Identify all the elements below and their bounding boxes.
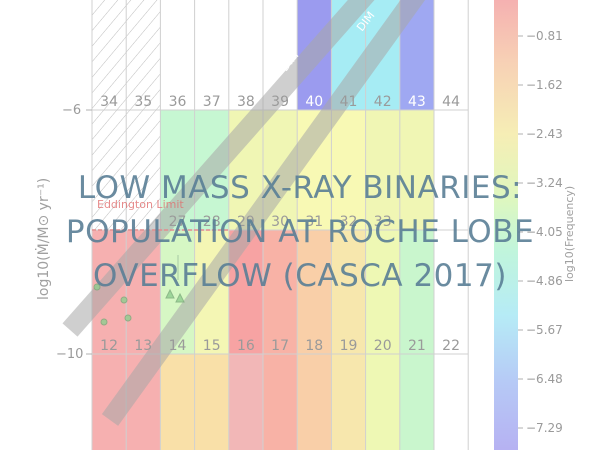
cell-number-label: 18 [305, 338, 323, 354]
data-point [93, 283, 101, 291]
cell-number-label: 27 [169, 214, 187, 230]
cell-number-label: 33 [374, 214, 392, 230]
eddington-limit-label: Eddington Limit [97, 198, 184, 211]
frequency-cell [263, 230, 298, 354]
colorbar-tick-label: −4.86 [526, 274, 563, 288]
data-point [100, 318, 108, 326]
cell-number-label: 20 [374, 338, 392, 354]
frequency-cell [160, 354, 195, 450]
title-line-2: POPULATION AT ROCHE LOBE [65, 214, 535, 250]
cell-number-label: 43 [408, 94, 426, 110]
frequency-cell [365, 354, 400, 450]
cell-number-label: 21 [408, 338, 426, 354]
frequency-cell [194, 354, 229, 450]
cell-number-label: 39 [271, 94, 289, 110]
cell-number-label: 29 [237, 214, 255, 230]
colorbar-tick-label: −3.24 [526, 176, 563, 190]
colorbar-tick-label: −1.62 [526, 78, 563, 92]
title-line-3: OVERFLOW (CASCA 2017) [93, 258, 507, 294]
cell-number-label: 42 [374, 94, 392, 110]
colorbar-label: log10(Frequency) [563, 186, 576, 282]
y-tick-minus-10: −10 [56, 347, 83, 362]
cell-number-label: 22 [442, 338, 460, 354]
data-point [120, 296, 128, 304]
colorbar [494, 0, 518, 450]
colorbar-tick-label: −0.81 [526, 29, 563, 43]
frequency-cell [365, 230, 400, 354]
observed-systems [93, 255, 185, 326]
cell-number-label: 41 [340, 94, 358, 110]
data-point [175, 292, 185, 303]
frequency-cell [331, 230, 366, 354]
colorbar-tick-label: −5.67 [526, 323, 563, 337]
cell-number-label: 17 [271, 338, 289, 354]
cell-number-label: 30 [271, 214, 289, 230]
slide-title: LOW MASS X-RAY BINARIES: POPULATION AT R… [0, 166, 600, 298]
frequency-cell [399, 110, 434, 230]
frequency-cell [331, 110, 366, 230]
cell-number-label: 38 [237, 94, 255, 110]
cell-number-label: 44 [442, 94, 460, 110]
cell-number-label: 36 [169, 94, 187, 110]
cell-number-label: 32 [340, 214, 358, 230]
cell-number-label: 19 [340, 338, 358, 354]
frequency-cell [365, 110, 400, 230]
cell-number-label: 31 [305, 214, 323, 230]
frequency-cell [228, 354, 263, 450]
title-line-1: LOW MASS X-RAY BINARIES: [77, 170, 523, 206]
colorbar-tick-label: −7.29 [526, 421, 563, 435]
frequency-cell [399, 354, 434, 450]
colorbar-ticks: −0.81 −1.62 −2.43 −3.24 −4.05 −4.86 −5.67 −6.48… [518, 29, 563, 435]
cell-number-label: 34 [100, 94, 118, 110]
cell-number-label: 35 [134, 94, 152, 110]
frequency-cell [263, 354, 298, 450]
diagonal-bands [62, 0, 426, 426]
cell-number-label: 14 [169, 338, 187, 354]
cell-number-label: 37 [203, 94, 221, 110]
frequency-cell [331, 354, 366, 450]
colorbar-tick-label: −4.05 [526, 225, 563, 239]
grid-lines [91, 0, 469, 450]
frequency-cell [297, 354, 332, 450]
cell-number-label: 28 [203, 214, 221, 230]
cell-number-label: 12 [100, 338, 118, 354]
cell-labels: 34 35 36 37 38 39 40 41 42 43 44 27 28 29 30 31 32 33 12 13… [100, 94, 460, 354]
band-line-lower [101, 0, 426, 426]
band-line-upper [62, 0, 375, 337]
colorbar-tick-label: −2.43 [526, 127, 563, 141]
y-tick-minus-6: −6 [62, 103, 81, 118]
cell-number-label: 15 [203, 338, 221, 354]
colorbar-tick-label: −6.48 [526, 372, 563, 386]
y-axis-label: log10(Ṁ/M⊙ yr⁻¹) [34, 178, 52, 300]
frequency-cell [297, 230, 332, 354]
frequency-cell [399, 230, 434, 354]
frequency-cells [92, 0, 434, 450]
cell-number-label: 16 [237, 338, 255, 354]
cell-number-label: 13 [134, 338, 152, 354]
data-point [165, 288, 175, 299]
data-point [124, 314, 132, 322]
cell-number-label: 40 [305, 94, 323, 110]
